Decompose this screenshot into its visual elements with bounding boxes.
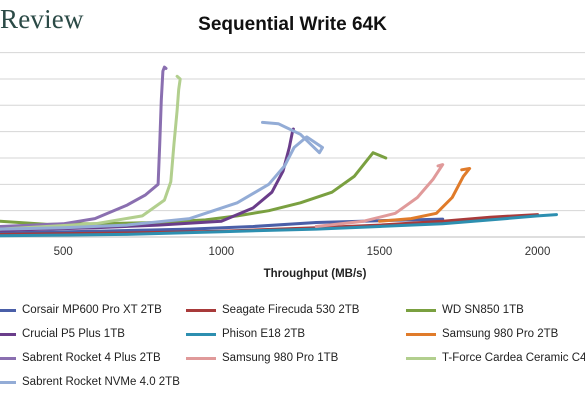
- legend-label: Phison E18 2TB: [222, 328, 306, 340]
- series-line-sabrent-rocket-nvme-4-0-2tb: [0, 120, 324, 231]
- legend-label: Samsung 980 Pro 2TB: [442, 328, 559, 340]
- legend-label: WD SN850 1TB: [442, 304, 524, 316]
- legend-swatch: [186, 308, 216, 312]
- x-tick-label: 500: [54, 246, 73, 258]
- series-line-t-force-cardea-ceramic-c44: [0, 74, 182, 231]
- legend-swatch: [406, 356, 436, 360]
- legend-item: Phison E18 2TB: [186, 325, 305, 343]
- legend-label: Crucial P5 Plus 1TB: [22, 328, 125, 340]
- legend-label: Corsair MP600 Pro XT 2TB: [22, 304, 162, 316]
- legend-swatch: [406, 308, 436, 312]
- x-tick-label: 1500: [367, 246, 393, 258]
- series-line-wd-sn850-1tb: [0, 151, 388, 226]
- legend-swatch: [0, 380, 16, 384]
- legend-item: WD SN850 1TB: [406, 301, 524, 319]
- brand-logo-text: Review: [0, 4, 84, 34]
- legend-item: Sabrent Rocket 4 Plus 2TB: [0, 349, 161, 367]
- x-tick-label: 2000: [525, 246, 551, 258]
- legend-label: Samsung 980 Pro 1TB: [222, 352, 339, 364]
- x-tick-label: 1000: [209, 246, 235, 258]
- legend-item: T-Force Cardea Ceramic C44: [406, 349, 585, 367]
- legend-item: Corsair MP600 Pro XT 2TB: [0, 301, 162, 319]
- legend-item: Crucial P5 Plus 1TB: [0, 325, 125, 343]
- line-chart: 500 1000 1500 2000 Throughput (MB/s): [0, 52, 585, 280]
- legend-item: Seagate Firecuda 530 2TB: [186, 301, 359, 319]
- legend-item: Sabrent Rocket NVMe 4.0 2TB: [0, 373, 180, 391]
- legend-label: T-Force Cardea Ceramic C44: [442, 352, 585, 364]
- chart-title: Sequential Write 64K: [198, 14, 387, 35]
- legend-swatch: [186, 332, 216, 336]
- legend-item: Samsung 980 Pro 1TB: [186, 349, 338, 367]
- legend-swatch: [0, 356, 16, 360]
- legend-swatch: [0, 332, 16, 336]
- series-line-samsung-980-pro-2tb: [378, 167, 472, 223]
- legend-swatch: [0, 308, 16, 312]
- series-line-sabrent-rocket-4-plus-2tb: [0, 65, 168, 228]
- legend-label: Sabrent Rocket 4 Plus 2TB: [22, 352, 161, 364]
- series-line-phison-e18-2tb: [0, 213, 558, 238]
- legend-swatch: [186, 356, 216, 360]
- legend-swatch: [406, 332, 436, 336]
- legend-item: Samsung 980 Pro 2TB: [406, 325, 558, 343]
- legend-label: Sabrent Rocket NVMe 4.0 2TB: [22, 376, 180, 388]
- legend-label: Seagate Firecuda 530 2TB: [222, 304, 360, 316]
- series-line-samsung-980-pro-1tb: [314, 163, 445, 228]
- chart-legend: Corsair MP600 Pro XT 2TB Seagate Firecuda…: [0, 296, 585, 396]
- x-axis-label: Throughput (MB/s): [264, 268, 367, 280]
